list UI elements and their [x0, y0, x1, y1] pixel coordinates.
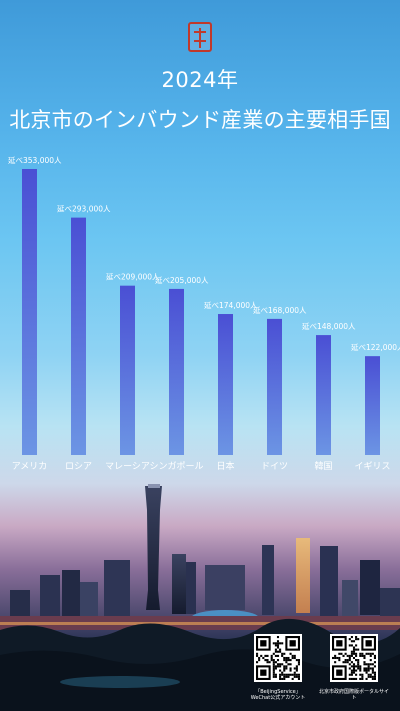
qr-caption-line1: 北京市政府国際版ポータルサイト: [319, 689, 390, 702]
qr-code-icon: [330, 634, 378, 682]
qr-caption-line2: WeChat公式アカウント: [250, 695, 306, 702]
bar-3: [169, 288, 184, 455]
chart-title: 北京市のインバウンド産業の主要相手国: [9, 108, 391, 132]
data-label-2: 延べ209,000人: [106, 272, 160, 282]
bar-0: [22, 169, 37, 455]
data-label-3: 延べ205,000人: [155, 275, 209, 285]
category-label-6: 韓国: [314, 461, 332, 472]
category-label-2: マレーシア: [105, 462, 150, 472]
category-label-0: アメリカ: [12, 461, 48, 472]
category-label-5: ドイツ: [261, 462, 288, 472]
bar-6: [316, 335, 331, 455]
chart-subtitle: 2024年: [161, 68, 239, 92]
data-label-7: 延べ122,000人: [351, 342, 400, 352]
bar-5: [267, 318, 282, 455]
category-label-4: 日本: [216, 460, 234, 472]
data-label-0: 延べ353,000人: [8, 155, 62, 165]
data-label-1: 延べ293,000人: [57, 204, 111, 214]
data-label-4: 延べ174,000人: [204, 300, 258, 310]
bar-7: [365, 356, 380, 455]
category-label-7: イギリス: [354, 461, 390, 472]
bar-2: [120, 285, 135, 455]
qr-code-icon: [254, 634, 302, 682]
data-label-5: 延べ168,000人: [253, 305, 307, 315]
seal-logo-icon: [188, 22, 212, 52]
qr-code-wechat[interactable]: 「BeijingService」 WeChat公式アカウント: [251, 634, 305, 702]
bar-4: [218, 314, 233, 455]
qr-caption-line1: 「BeijingService」: [255, 689, 301, 695]
bar-1: [71, 217, 86, 455]
category-label-3: シンガポール: [149, 461, 203, 472]
qr-code-portal[interactable]: 北京市政府国際版ポータルサイト: [319, 634, 389, 702]
data-label-6: 延べ148,000人: [302, 321, 356, 331]
category-label-1: ロシア: [65, 462, 92, 472]
